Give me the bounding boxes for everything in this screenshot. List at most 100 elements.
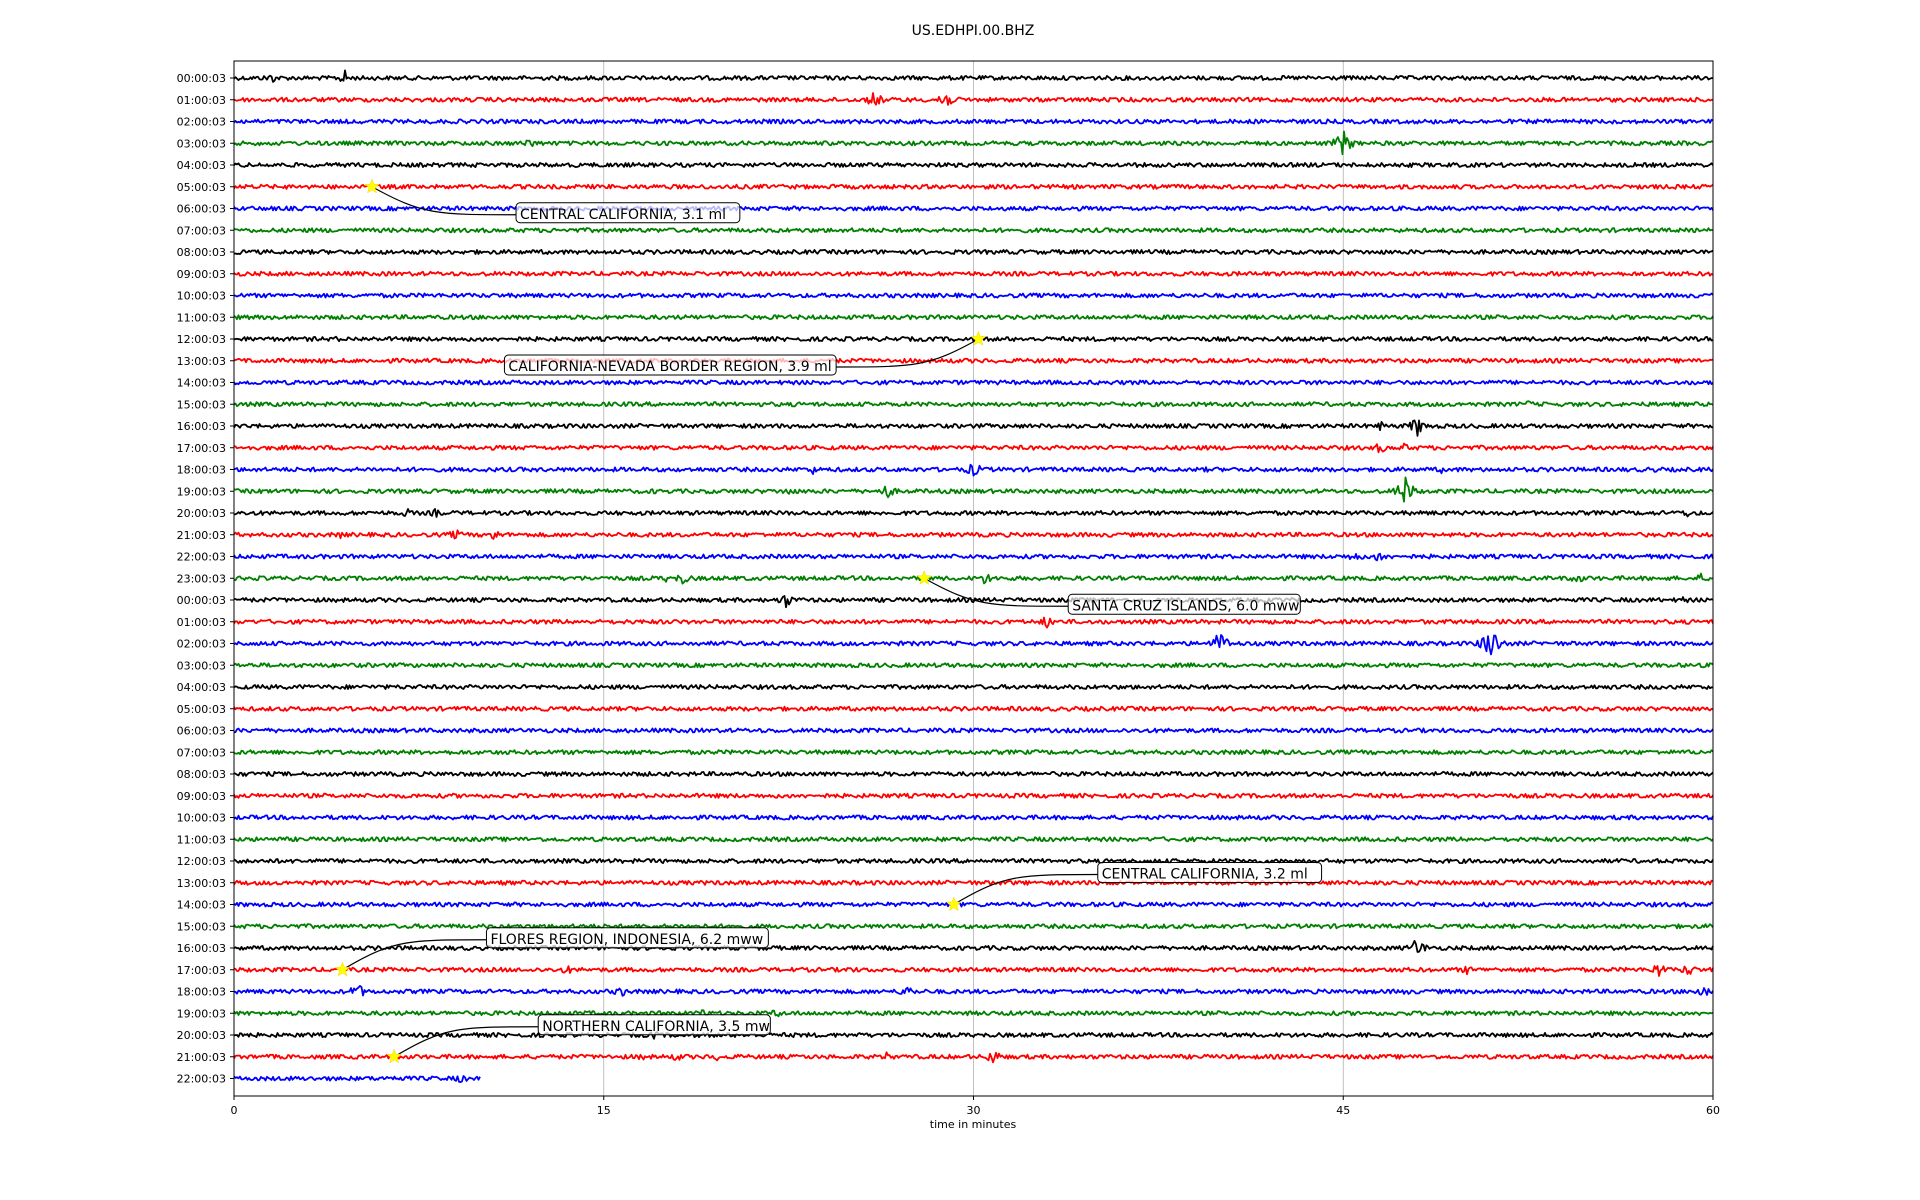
y-tick-label: 22:00:03 <box>177 1073 226 1086</box>
chart-title: US.EDHPI.00.BHZ <box>912 23 1035 39</box>
y-tick-label: 20:00:03 <box>177 507 226 520</box>
y-tick-label: 18:00:03 <box>177 986 226 999</box>
y-tick-label: 11:00:03 <box>177 311 226 324</box>
trace-line <box>233 901 1714 908</box>
y-tick-label: 14:00:03 <box>177 899 226 912</box>
x-axis-label: time in minutes <box>930 1118 1017 1131</box>
y-tick-label: 21:00:03 <box>177 1051 226 1064</box>
event-star-marker <box>364 178 380 194</box>
event-label: FLORES REGION, INDONESIA, 6.2 mww <box>490 932 763 948</box>
x-tick-label: 30 <box>967 1104 981 1117</box>
event-star-marker <box>970 330 987 346</box>
trace-line <box>233 249 1714 255</box>
event-star-marker <box>945 896 962 912</box>
event-annotations: CENTRAL CALIFORNIA, 3.1 ml CALIFORNIA-NEV… <box>334 178 1323 1064</box>
y-tick-label: 19:00:03 <box>177 485 226 498</box>
y-tick-label: 11:00:03 <box>177 833 226 846</box>
y-tick-label: 12:00:03 <box>177 855 226 868</box>
x-tick-label: 15 <box>597 1104 611 1117</box>
trace-line <box>233 357 1714 364</box>
event-label: CALIFORNIA-NEVADA BORDER REGION, 3.9 ml <box>508 359 831 375</box>
trace-line <box>233 858 1714 864</box>
trace-line <box>233 162 1714 168</box>
y-tick-label: 00:00:03 <box>177 72 226 85</box>
y-tick-label: 21:00:03 <box>177 529 226 542</box>
trace-line <box>234 595 1714 609</box>
x-tick-label: 60 <box>1706 1104 1720 1117</box>
trace-line <box>233 1051 1714 1064</box>
y-tick-label: 09:00:03 <box>177 268 226 281</box>
trace-line <box>233 205 1714 212</box>
y-tick-label: 18:00:03 <box>177 464 226 477</box>
trace-line <box>233 130 1714 156</box>
trace-line <box>233 1075 481 1083</box>
trace-line <box>233 227 1714 234</box>
trace-line <box>233 183 1714 190</box>
event-star-marker <box>334 961 351 977</box>
trace-line <box>233 705 1714 712</box>
y-tick-label: 20:00:03 <box>177 1029 226 1042</box>
y-tick-label: 10:00:03 <box>177 812 226 825</box>
y-tick-label: 02:00:03 <box>177 116 226 129</box>
y-tick-label: 09:00:03 <box>177 790 226 803</box>
row-time-labels: 00:00:03 01:00:03 02:00:03 03:00:03 04:00:03… <box>177 72 234 1086</box>
event-connector <box>393 1026 539 1058</box>
y-tick-label: 06:00:03 <box>177 203 226 216</box>
y-tick-label: 04:00:03 <box>177 681 226 694</box>
trace-line <box>233 476 1714 503</box>
trace-line <box>233 270 1714 277</box>
event-label: CENTRAL CALIFORNIA, 3.2 ml <box>1102 867 1308 883</box>
trace-line <box>233 118 1714 125</box>
trace-line <box>233 463 1714 477</box>
event-connector <box>836 338 979 368</box>
trace-line <box>233 508 1714 518</box>
event-label-box <box>503 354 837 376</box>
trace-line <box>233 634 1714 656</box>
y-tick-label: 03:00:03 <box>177 659 226 672</box>
y-tick-label: 13:00:03 <box>177 877 226 890</box>
y-tick-label: 03:00:03 <box>177 137 226 150</box>
event-star-marker <box>386 1048 403 1064</box>
event-label-box <box>1097 862 1323 883</box>
y-tick-label: 16:00:03 <box>177 942 226 955</box>
trace-line <box>233 836 1714 843</box>
y-tick-label: 07:00:03 <box>177 746 226 759</box>
trace-line <box>233 1009 1714 1018</box>
trace-line <box>233 379 1714 386</box>
y-tick-label: 15:00:03 <box>177 398 226 411</box>
event-connector <box>923 577 1069 607</box>
trace-line <box>233 1031 1714 1040</box>
trace-line <box>233 940 1714 953</box>
y-tick-label: 23:00:03 <box>177 572 226 585</box>
y-tick-label: 14:00:03 <box>177 377 226 390</box>
y-tick-label: 16:00:03 <box>177 420 226 433</box>
x-tick-label: 45 <box>1336 1104 1350 1117</box>
trace-line <box>233 879 1714 886</box>
y-tick-label: 07:00:03 <box>177 224 226 237</box>
event-label: CENTRAL CALIFORNIA, 3.1 ml <box>520 207 726 223</box>
y-tick-label: 01:00:03 <box>177 94 226 107</box>
y-tick-label: 02:00:03 <box>177 638 226 651</box>
event-label-box <box>537 1014 771 1036</box>
x-tick-label: 0 <box>231 1104 238 1117</box>
trace-line <box>233 727 1714 734</box>
y-tick-label: 05:00:03 <box>177 703 226 716</box>
y-tick-label: 22:00:03 <box>177 551 226 564</box>
trace-line <box>233 684 1714 690</box>
trace-line <box>233 985 1714 997</box>
y-tick-label: 19:00:03 <box>177 1007 226 1020</box>
trace-line <box>233 92 1714 106</box>
trace-line <box>233 792 1714 799</box>
trace-line <box>233 400 1714 408</box>
x-axis-ticks: 0 15 30 45 60 <box>231 1096 1720 1117</box>
trace-line <box>233 442 1714 454</box>
event-connector <box>953 873 1098 906</box>
y-tick-label: 15:00:03 <box>177 920 226 933</box>
y-tick-label: 10:00:03 <box>177 290 226 303</box>
trace-line <box>233 69 1713 83</box>
trace-line <box>233 923 1714 930</box>
event-label-box <box>1067 593 1301 615</box>
trace-line <box>233 662 1714 669</box>
trace-line <box>233 771 1714 777</box>
